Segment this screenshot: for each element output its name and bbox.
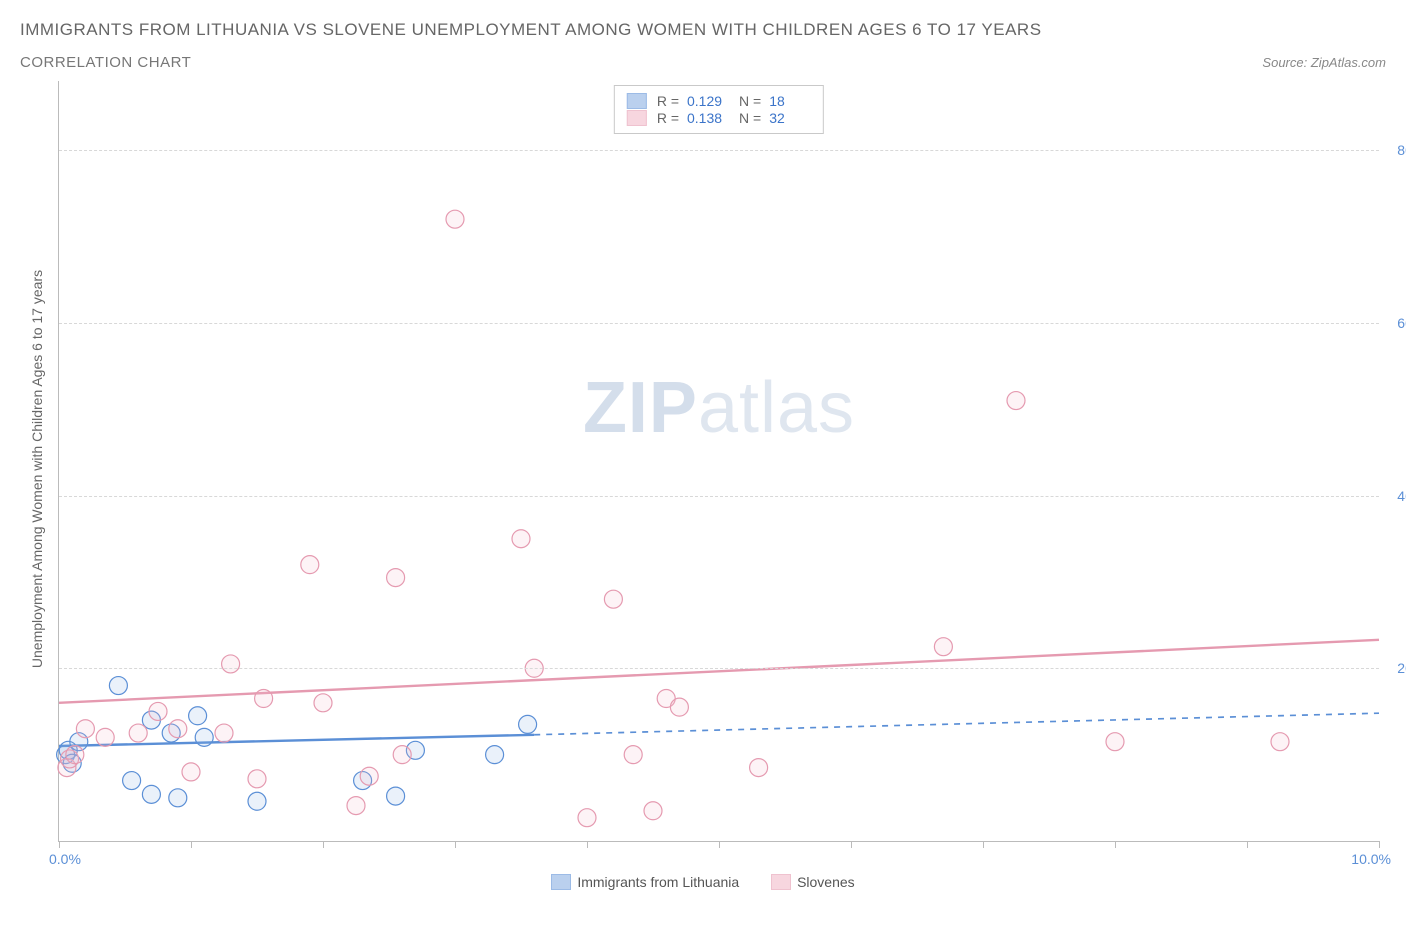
data-point-lithuania bbox=[486, 746, 504, 764]
x-tick bbox=[983, 841, 984, 848]
chart-subtitle: CORRELATION CHART bbox=[20, 54, 191, 71]
data-point-slovenes bbox=[670, 698, 688, 716]
trend-line-dashed-lithuania bbox=[534, 713, 1379, 735]
x-tick bbox=[587, 841, 588, 848]
subtitle-row: CORRELATION CHART Source: ZipAtlas.com bbox=[20, 54, 1386, 71]
swatch-lithuania bbox=[551, 874, 571, 890]
data-point-slovenes bbox=[66, 746, 84, 764]
data-point-slovenes bbox=[1007, 392, 1025, 410]
chart-title: IMMIGRANTS FROM LITHUANIA VS SLOVENE UNE… bbox=[20, 20, 1386, 40]
data-point-slovenes bbox=[76, 720, 94, 738]
data-point-lithuania bbox=[169, 789, 187, 807]
correlation-chart: IMMIGRANTS FROM LITHUANIA VS SLOVENE UNE… bbox=[20, 20, 1386, 893]
data-point-slovenes bbox=[360, 767, 378, 785]
legend-item-lithuania: Immigrants from Lithuania bbox=[551, 874, 739, 890]
x-axis-min-label: 0.0% bbox=[49, 851, 81, 867]
data-point-lithuania bbox=[519, 715, 537, 733]
data-point-slovenes bbox=[1106, 733, 1124, 751]
data-point-slovenes bbox=[129, 724, 147, 742]
legend-label-slovenes: Slovenes bbox=[797, 874, 855, 890]
data-point-slovenes bbox=[222, 655, 240, 673]
swatch-slovenes bbox=[771, 874, 791, 890]
data-point-slovenes bbox=[1271, 733, 1289, 751]
data-point-slovenes bbox=[347, 797, 365, 815]
y-tick-label: 20.0% bbox=[1397, 660, 1406, 676]
data-point-slovenes bbox=[934, 638, 952, 656]
data-point-slovenes bbox=[644, 802, 662, 820]
data-point-slovenes bbox=[169, 720, 187, 738]
data-point-slovenes bbox=[255, 690, 273, 708]
source-name: ZipAtlas.com bbox=[1311, 55, 1386, 70]
x-tick bbox=[455, 841, 456, 848]
data-point-lithuania bbox=[189, 707, 207, 725]
data-point-slovenes bbox=[149, 702, 167, 720]
x-axis-max-label: 10.0% bbox=[1351, 851, 1391, 867]
y-tick-label: 40.0% bbox=[1397, 488, 1406, 504]
gridline bbox=[59, 668, 1379, 669]
gridline bbox=[59, 496, 1379, 497]
x-tick bbox=[59, 841, 60, 848]
scatter-svg bbox=[59, 81, 1379, 841]
y-axis-title: Unemployment Among Women with Children A… bbox=[29, 270, 45, 668]
data-point-slovenes bbox=[96, 728, 114, 746]
data-point-slovenes bbox=[446, 210, 464, 228]
data-point-slovenes bbox=[512, 530, 530, 548]
data-point-lithuania bbox=[142, 785, 160, 803]
x-tick bbox=[191, 841, 192, 848]
data-point-lithuania bbox=[387, 787, 405, 805]
data-point-slovenes bbox=[215, 724, 233, 742]
gridline bbox=[59, 150, 1379, 151]
x-tick bbox=[719, 841, 720, 848]
data-point-lithuania bbox=[123, 772, 141, 790]
source-attribution: Source: ZipAtlas.com bbox=[1262, 55, 1386, 70]
data-point-slovenes bbox=[578, 809, 596, 827]
y-tick-label: 80.0% bbox=[1397, 142, 1406, 158]
x-tick bbox=[1115, 841, 1116, 848]
y-tick-label: 60.0% bbox=[1397, 315, 1406, 331]
data-point-slovenes bbox=[387, 569, 405, 587]
x-tick bbox=[1247, 841, 1248, 848]
data-point-slovenes bbox=[301, 556, 319, 574]
plot-area: Unemployment Among Women with Children A… bbox=[58, 81, 1379, 842]
data-point-slovenes bbox=[604, 590, 622, 608]
data-point-lithuania bbox=[195, 728, 213, 746]
legend-label-lithuania: Immigrants from Lithuania bbox=[577, 874, 739, 890]
x-tick bbox=[323, 841, 324, 848]
source-label: Source: bbox=[1262, 55, 1307, 70]
x-tick bbox=[851, 841, 852, 848]
data-point-slovenes bbox=[624, 746, 642, 764]
data-point-slovenes bbox=[248, 770, 266, 788]
data-point-lithuania bbox=[109, 677, 127, 695]
x-tick bbox=[1379, 841, 1380, 848]
legend-bottom: Immigrants from Lithuania Slovenes bbox=[20, 874, 1386, 893]
data-point-slovenes bbox=[750, 759, 768, 777]
data-point-slovenes bbox=[314, 694, 332, 712]
data-point-slovenes bbox=[393, 746, 411, 764]
legend-item-slovenes: Slovenes bbox=[771, 874, 855, 890]
gridline bbox=[59, 323, 1379, 324]
data-point-slovenes bbox=[182, 763, 200, 781]
data-point-lithuania bbox=[248, 792, 266, 810]
